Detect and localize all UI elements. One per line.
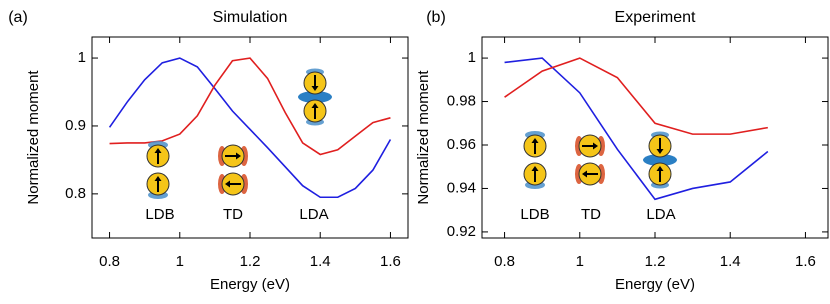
spin-arrow-head [593,142,598,150]
spin-arrow-head [311,103,319,108]
x-tick-label: 0.8 [494,253,515,270]
mode-label: TD [223,206,243,223]
x-tick-label: 0.8 [99,253,120,270]
y-tick-label: 0.92 [447,223,476,240]
spin-arrow-head [236,152,241,160]
mode-label: LDB [520,206,549,223]
charge-lobe [298,91,332,103]
spin-arrow-head [531,138,539,143]
spin-arrow-head [154,176,162,181]
plot-frame [91,36,409,239]
mode-icon [643,131,677,189]
x-tick-label: 1.6 [380,253,401,270]
mode-icon [218,144,248,196]
y-axis-label: Normalized moment [25,70,42,205]
plot-frame [481,36,829,239]
y-tick-label: 0.94 [447,179,476,196]
x-tick-label: 1.2 [240,253,261,270]
spin-arrow-head [656,149,664,154]
y-tick-label: 1 [78,49,86,66]
y-tick-label: 0.9 [65,117,86,134]
x-axis-label: Energy (eV) [615,276,695,293]
panel-label: (b) [426,9,446,26]
spin-arrow-head [582,170,587,178]
x-tick-label: 1 [176,253,184,270]
spin-arrow-head [154,148,162,153]
x-tick-label: 1.6 [795,253,816,270]
y-axis-label: Normalized moment [415,70,432,205]
spin-arrow-head [311,86,319,91]
x-tick-label: 1.4 [720,253,741,270]
chart-title: Experiment [615,9,696,26]
x-axis-label: Energy (eV) [210,276,290,293]
x-tick-label: 1.2 [645,253,666,270]
mode-label: LDA [299,206,328,223]
y-tick-label: 1 [468,49,476,66]
data-line [108,57,392,199]
x-tick-label: 1 [576,253,584,270]
spin-arrow-head [656,166,664,171]
data-line [504,57,768,135]
spin-arrow-head [225,180,230,188]
y-tick-label: 0.98 [447,93,476,110]
mode-icon [575,134,605,186]
mode-icon [298,68,332,126]
mode-label: LDB [145,206,174,223]
data-line [504,57,769,201]
mode-icon [146,141,170,199]
spin-arrow-head [531,166,539,171]
y-tick-label: 0.96 [447,136,476,153]
chart-title: Simulation [213,9,288,26]
mode-icon [523,131,547,189]
x-tick-label: 1.4 [310,253,331,270]
charge-lobe [643,154,677,166]
mode-label: TD [581,206,601,223]
panel-label: (a) [8,9,28,26]
y-tick-label: 0.8 [65,185,86,202]
mode-label: LDA [646,206,675,223]
